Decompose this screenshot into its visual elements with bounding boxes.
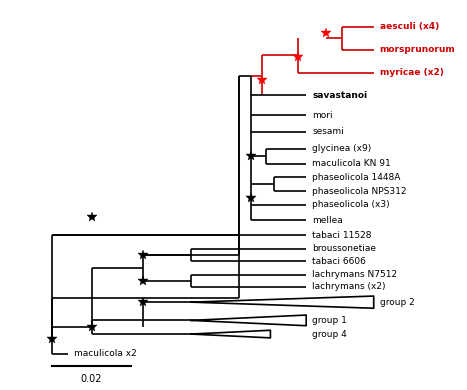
Text: phaseolicola 1448A: phaseolicola 1448A [312, 173, 401, 182]
Text: lachrymans N7512: lachrymans N7512 [312, 270, 397, 279]
Text: group 1: group 1 [312, 316, 347, 325]
Text: myricae (x2): myricae (x2) [380, 68, 444, 77]
Text: mellea: mellea [312, 216, 343, 225]
Text: maculicola KN 91: maculicola KN 91 [312, 159, 391, 168]
Text: group 4: group 4 [312, 330, 347, 339]
Text: mori: mori [312, 111, 333, 120]
Text: phaseolicola NPS312: phaseolicola NPS312 [312, 187, 407, 196]
Text: morsprunorum: morsprunorum [380, 45, 455, 54]
Text: aesculi (x4): aesculi (x4) [380, 23, 439, 32]
Text: broussonetiae: broussonetiae [312, 245, 376, 254]
Text: glycinea (x9): glycinea (x9) [312, 144, 371, 153]
Text: group 2: group 2 [380, 298, 414, 307]
Text: tabaci 11528: tabaci 11528 [312, 231, 372, 240]
Text: sesami: sesami [312, 128, 344, 136]
Text: phaseolicola (x3): phaseolicola (x3) [312, 200, 390, 209]
Text: savastanoi: savastanoi [312, 91, 367, 100]
Text: maculicola x2: maculicola x2 [74, 349, 136, 358]
Text: 0.02: 0.02 [81, 374, 102, 384]
Text: lachrymans (x2): lachrymans (x2) [312, 282, 386, 291]
Text: tabaci 6606: tabaci 6606 [312, 257, 366, 266]
